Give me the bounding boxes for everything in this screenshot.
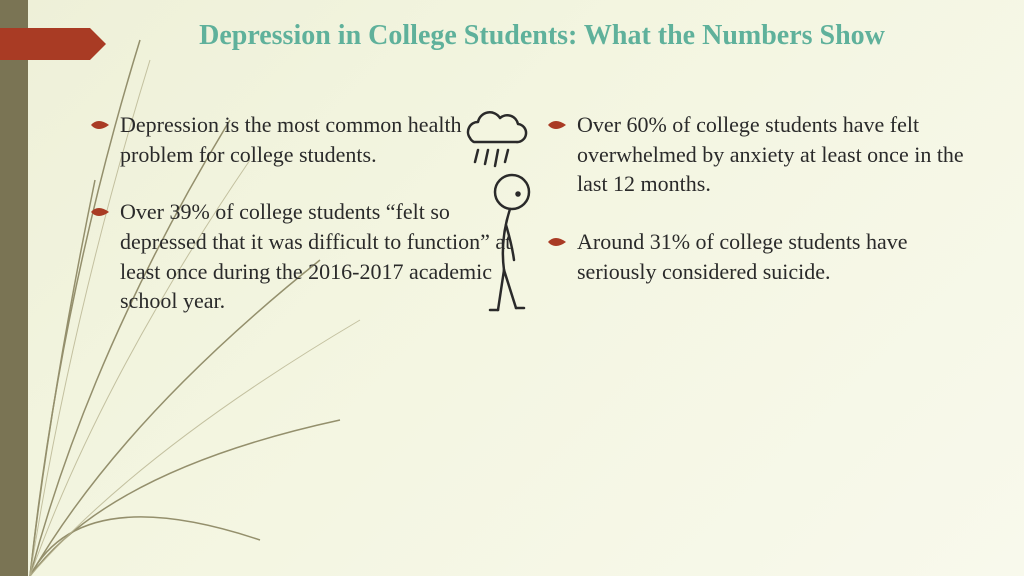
left-column: Depression is the most common health pro… <box>90 110 517 546</box>
bullet-text: Over 39% of college students “felt so de… <box>120 197 517 316</box>
slide-title: Depression in College Students: What the… <box>120 18 964 53</box>
left-edge-bar <box>0 0 28 576</box>
bullet-item: Over 39% of college students “felt so de… <box>90 197 517 316</box>
bullet-item: Depression is the most common health pro… <box>90 110 517 169</box>
leaf-bullet-icon <box>90 115 110 135</box>
bullet-text: Depression is the most common health pro… <box>120 110 517 169</box>
leaf-bullet-icon <box>547 115 567 135</box>
leaf-bullet-icon <box>547 232 567 252</box>
bullet-item: Around 31% of college students have seri… <box>547 227 974 286</box>
bullet-item: Over 60% of college students have felt o… <box>547 110 974 199</box>
content-area: Depression is the most common health pro… <box>90 110 974 546</box>
bullet-text: Around 31% of college students have seri… <box>577 227 974 286</box>
bullet-text: Over 60% of college students have felt o… <box>577 110 974 199</box>
slide: Depression in College Students: What the… <box>0 0 1024 576</box>
leaf-bullet-icon <box>90 202 110 222</box>
title-ribbon <box>0 28 90 60</box>
right-column: Over 60% of college students have felt o… <box>547 110 974 546</box>
